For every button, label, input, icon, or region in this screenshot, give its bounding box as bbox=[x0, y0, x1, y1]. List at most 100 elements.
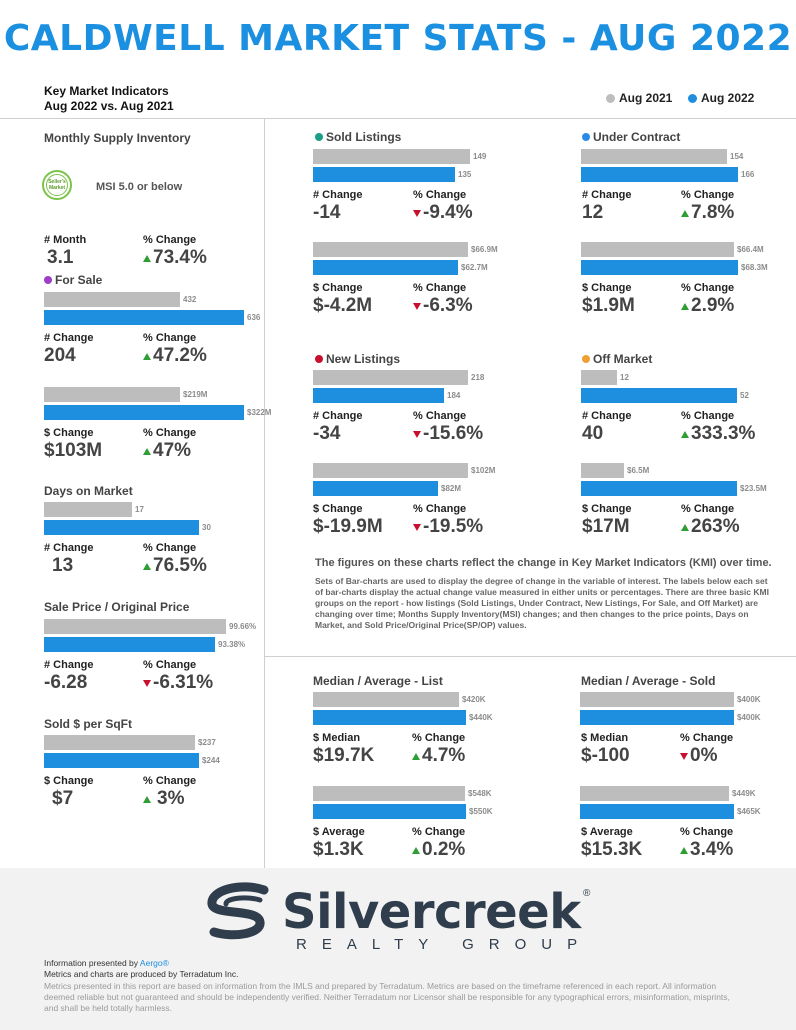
sp_op-c1-bar-curr bbox=[44, 637, 215, 652]
sold-l3: $ Change bbox=[313, 282, 363, 294]
footer-produced: Metrics and charts are produced by Terra… bbox=[44, 969, 239, 979]
sold-c1-label-prev: 149 bbox=[473, 152, 487, 161]
list-v2: 4.7% bbox=[422, 745, 466, 766]
soldp-c2-label-prev: $449K bbox=[732, 789, 756, 798]
om-l2: % Change bbox=[681, 410, 735, 422]
dom-title: Days on Market bbox=[44, 484, 133, 498]
sold-v2: -9.4% bbox=[423, 202, 473, 223]
nl-c1-label-curr: 184 bbox=[447, 391, 461, 400]
sold-l1: # Change bbox=[313, 189, 363, 201]
soldp-l2: % Change bbox=[680, 732, 734, 744]
prices-divider bbox=[264, 656, 796, 657]
list-c2-label-curr: $550K bbox=[469, 807, 493, 816]
for_sale-c2-bar-prev bbox=[44, 387, 180, 402]
for_sale-title: For Sale bbox=[44, 273, 102, 287]
nl-v4: -19.5% bbox=[423, 516, 484, 537]
for_sale-v4: 47% bbox=[153, 440, 192, 461]
sqft-title: Sold $ per SqFt bbox=[44, 717, 132, 731]
uc-l2: % Change bbox=[681, 189, 735, 201]
down-arrow-icon bbox=[413, 302, 421, 310]
up-arrow-icon bbox=[412, 846, 420, 854]
uc-v2-pct: 7.8% bbox=[681, 202, 734, 224]
dom-c1-label-curr: 30 bbox=[202, 523, 211, 532]
nl-c2-label-curr: $82M bbox=[441, 484, 462, 493]
uc-dot-icon bbox=[582, 133, 590, 141]
list-title: Median / Average - List bbox=[313, 674, 443, 688]
legend-curr-label: Aug 2022 bbox=[701, 91, 755, 105]
down-arrow-icon bbox=[680, 752, 688, 760]
soldp-v1: $-100 bbox=[581, 745, 630, 766]
column-divider bbox=[264, 118, 265, 870]
uc-c2-label-prev: $66.4M bbox=[737, 245, 764, 254]
sp_op-v1: -6.28 bbox=[44, 672, 88, 693]
for_sale-v4-pct: 47% bbox=[143, 440, 191, 462]
footer-band bbox=[0, 868, 796, 1030]
sqft-l1: $ Change bbox=[44, 775, 94, 787]
nl-c2-bar-prev bbox=[313, 463, 468, 478]
legend-curr-swatch bbox=[688, 93, 697, 103]
for_sale-dot-icon bbox=[44, 276, 52, 284]
nl-title: New Listings bbox=[315, 352, 400, 366]
soldp-c1-bar-prev bbox=[580, 692, 734, 707]
soldp-c1-label-prev: $400K bbox=[737, 695, 761, 704]
dom-v2: 76.5% bbox=[153, 555, 207, 576]
silvercreek-logo bbox=[202, 882, 282, 947]
for_sale-l3: $ Change bbox=[44, 427, 94, 439]
legend-prev-label: Aug 2021 bbox=[619, 91, 673, 105]
logo-reg: ® bbox=[583, 888, 591, 899]
kmi-heading: Key Market Indicators Aug 2022 vs. Aug 2… bbox=[44, 84, 174, 114]
logo-mark-icon bbox=[207, 882, 269, 940]
uc-l1: # Change bbox=[582, 189, 632, 201]
sold-dot-icon bbox=[315, 133, 323, 141]
uc-v4: 2.9% bbox=[691, 295, 735, 316]
for_sale-v1: 204 bbox=[44, 345, 76, 366]
msi-pct: 73.4% bbox=[143, 247, 207, 269]
footer-disclaimer: Metrics presented in this report are bas… bbox=[44, 981, 730, 1013]
uc-title: Under Contract bbox=[582, 130, 680, 144]
sp_op-v2-pct: -6.31% bbox=[143, 672, 213, 694]
uc-l3: $ Change bbox=[582, 282, 632, 294]
page-title: CALDWELL MARKET STATS - AUG 2022 bbox=[3, 18, 793, 59]
dom-v1: 13 bbox=[52, 555, 74, 576]
down-arrow-icon bbox=[413, 430, 421, 438]
nl-c2-bar-curr bbox=[313, 481, 438, 496]
for_sale-title-text: For Sale bbox=[55, 273, 103, 287]
footer-presented: Information presented by Aergo® bbox=[44, 958, 169, 968]
uc-c1-label-prev: 154 bbox=[730, 152, 744, 161]
up-arrow-icon bbox=[143, 795, 151, 803]
soldp-c1-label-curr: $400K bbox=[737, 713, 761, 722]
list-l4: % Change bbox=[412, 826, 466, 838]
for_sale-c2-label-curr: $322M bbox=[247, 408, 272, 417]
for_sale-c1-label-curr: 636 bbox=[247, 313, 261, 322]
om-dot-icon bbox=[582, 355, 590, 363]
aergo-link[interactable]: Aergo® bbox=[139, 958, 169, 968]
up-arrow-icon bbox=[143, 447, 151, 455]
sqft-c1-label-curr: $244 bbox=[202, 756, 220, 765]
uc-c1-bar-prev bbox=[581, 149, 727, 164]
sold-title: Sold Listings bbox=[315, 130, 401, 144]
om-c2-bar-prev bbox=[581, 463, 624, 478]
msi-val1: 3.1 bbox=[47, 247, 74, 268]
up-arrow-icon bbox=[681, 523, 689, 531]
om-title-text: Off Market bbox=[593, 352, 653, 366]
sp_op-l1: # Change bbox=[44, 659, 94, 671]
list-v2-pct: 4.7% bbox=[412, 745, 465, 767]
soldp-v3: $15.3K bbox=[581, 839, 643, 860]
soldp-l3: $ Average bbox=[581, 826, 633, 838]
sp_op-c1-bar-prev bbox=[44, 619, 226, 634]
uc-c1-bar-curr bbox=[581, 167, 738, 182]
sp_op-c1-label-curr: 93.38% bbox=[218, 640, 246, 649]
list-c1-bar-prev bbox=[313, 692, 459, 707]
sqft-c1-label-prev: $237 bbox=[198, 738, 216, 747]
msi-val2: 73.4% bbox=[153, 247, 207, 268]
list-c1-bar-curr bbox=[313, 710, 466, 725]
nl-v1: -34 bbox=[313, 423, 341, 444]
logo-sub: REALTY GROUP bbox=[296, 936, 593, 953]
sold-v4-pct: -6.3% bbox=[413, 295, 473, 317]
om-c2-bar-curr bbox=[581, 481, 737, 496]
note-heading: The figures on these charts reflect the … bbox=[315, 557, 772, 569]
nl-v2: -15.6% bbox=[423, 423, 484, 444]
legend-prev-swatch bbox=[606, 93, 615, 103]
nl-l3: $ Change bbox=[313, 503, 363, 515]
om-c1-bar-curr bbox=[581, 388, 737, 403]
